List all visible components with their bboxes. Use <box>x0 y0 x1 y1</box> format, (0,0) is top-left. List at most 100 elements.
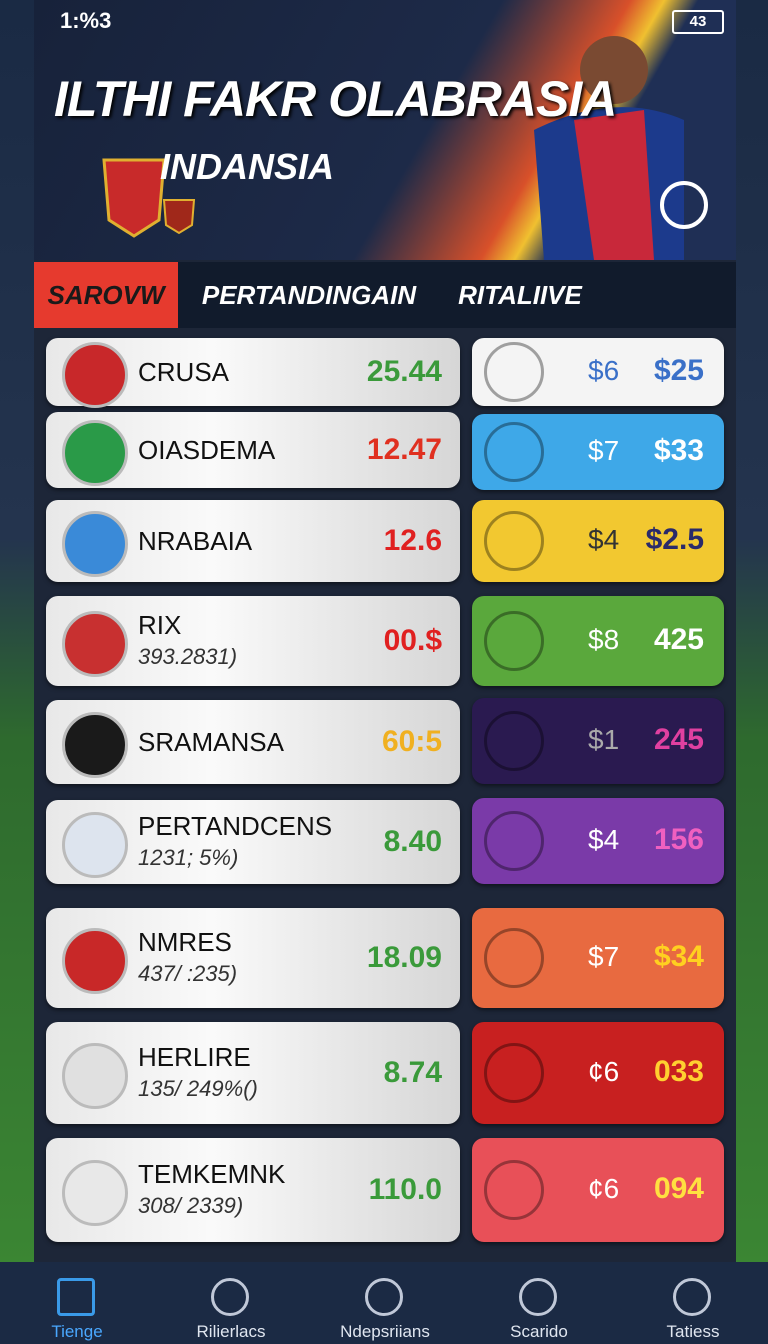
nav-icon <box>519 1278 557 1316</box>
hero-banner <box>34 0 736 260</box>
card-icon <box>484 1043 544 1103</box>
card-right-value: $34 <box>653 940 704 973</box>
row-value: 8.40 <box>383 825 442 858</box>
row-detail: 437/ :235) <box>138 961 238 986</box>
card-right-value: 425 <box>653 623 704 656</box>
battery: 43 <box>672 10 724 34</box>
row-name: PERTANDCENS <box>138 811 333 841</box>
card-icon <box>484 811 544 871</box>
row-name: NRABAIA <box>138 526 253 556</box>
search-icon[interactable] <box>660 181 708 229</box>
list-row[interactable]: TEMKEMNK 308/ 2339) 110.0 <box>46 1138 460 1242</box>
row-name: HERLIRE <box>138 1042 251 1072</box>
nav-item[interactable]: Tatiess <box>616 1262 768 1344</box>
card-left-value: $6 <box>588 355 620 386</box>
team-icon <box>62 420 128 486</box>
status-time: 1:%3 <box>60 8 112 33</box>
row-value: 60:5 <box>381 725 442 758</box>
price-card[interactable]: $1 245 <box>472 698 724 784</box>
player-head <box>580 36 648 104</box>
nav-icon <box>57 1278 95 1316</box>
team-icon <box>62 342 128 408</box>
price-card[interactable]: $8 425 <box>472 596 724 686</box>
row-name: NMRES <box>138 927 232 957</box>
row-value: 00.$ <box>383 624 442 657</box>
list-row[interactable]: PERTANDCENS 1231; 5%) 8.40 <box>46 800 460 884</box>
small-crest <box>162 199 196 235</box>
nav-label: Tatiess <box>666 1322 720 1341</box>
list-row[interactable]: HERLIRE 135/ 249%() 8.74 <box>46 1022 460 1124</box>
price-card[interactable]: ¢6 033 <box>472 1022 724 1124</box>
team-icon <box>62 928 128 994</box>
card-right-value: $33 <box>653 434 704 467</box>
card-right-value: 245 <box>653 723 704 756</box>
nav-item[interactable]: Ndepsriians <box>308 1262 462 1344</box>
header-subtitle: INDANSIA <box>160 146 335 187</box>
nav-label: Scarido <box>510 1322 568 1341</box>
club-crest <box>102 158 166 238</box>
row-value: 110.0 <box>368 1173 442 1206</box>
list-row[interactable]: OIASDEMA 12.47 <box>46 412 460 488</box>
price-card[interactable]: $4 $2.5 <box>472 500 724 582</box>
nav-label: Tienge <box>51 1322 103 1341</box>
active-tab-bg <box>34 262 178 328</box>
card-left-value: $7 <box>588 941 620 972</box>
team-icon <box>62 611 128 677</box>
price-card[interactable]: $4 156 <box>472 798 724 884</box>
row-detail: 308/ 2339) <box>138 1193 244 1218</box>
header-title: ILTHI FAKR OLABRASIA <box>54 71 617 127</box>
card-icon <box>484 928 544 988</box>
list-row[interactable]: NMRES 437/ :235) 18.09 <box>46 908 460 1008</box>
card-icon <box>484 511 544 571</box>
card-right-value: $25 <box>653 354 704 387</box>
card-right-value: $2.5 <box>645 523 704 556</box>
card-right-value: 033 <box>653 1055 704 1088</box>
row-name: OIASDEMA <box>138 435 276 465</box>
team-icon <box>62 511 128 577</box>
nav-icon <box>673 1278 711 1316</box>
list-row[interactable]: SRAMANSA 60:5 <box>46 700 460 784</box>
hero-art <box>102 36 708 260</box>
list-row[interactable]: RIX 393.2831) 00.$ <box>46 596 460 686</box>
team-icon <box>62 1043 128 1109</box>
nav-item[interactable]: Scarido <box>462 1262 616 1344</box>
price-card[interactable]: $7 $34 <box>472 908 724 1008</box>
row-detail: 1231; 5%) <box>138 845 239 870</box>
card-left-value: $8 <box>588 624 620 655</box>
card-left-value: $4 <box>588 524 620 555</box>
list-row[interactable]: CRUSA 25.44 <box>46 338 460 408</box>
nav-icon <box>365 1278 403 1316</box>
price-card[interactable]: $6 $25 <box>472 338 724 406</box>
tab[interactable]: RITALIIVE <box>458 280 582 310</box>
row-value: 12.6 <box>383 524 442 557</box>
team-icon <box>62 1160 128 1226</box>
team-icon <box>62 712 128 778</box>
tab[interactable]: PERTANDINGAIN <box>201 280 417 310</box>
price-card[interactable]: $7 $33 <box>472 414 724 490</box>
row-name: TEMKEMNK <box>138 1159 286 1189</box>
card-right-value: 094 <box>653 1172 704 1205</box>
row-value: 8.74 <box>383 1056 442 1089</box>
row-detail: 135/ 249%() <box>138 1076 258 1101</box>
nav-item[interactable]: Tienge <box>0 1262 154 1344</box>
card-left-value: $7 <box>588 435 620 466</box>
card-left-value: $1 <box>588 724 620 755</box>
card-icon <box>484 342 544 402</box>
tab[interactable]: SAROVW <box>47 280 165 310</box>
card-left-value: $4 <box>588 824 620 855</box>
nav-icon <box>211 1278 249 1316</box>
card-icon <box>484 611 544 671</box>
row-name: SRAMANSA <box>138 727 284 757</box>
row-value: 25.44 <box>366 355 442 388</box>
card-right-value: 156 <box>653 823 704 856</box>
team-icon <box>62 812 128 878</box>
row-name: CRUSA <box>138 357 230 387</box>
nav-item[interactable]: Rilierlacs <box>154 1262 308 1344</box>
shirt-stripe <box>574 110 654 260</box>
list-row[interactable]: NRABAIA 12.6 <box>46 500 460 582</box>
row-value: 18.09 <box>366 941 442 974</box>
card-left-value: ¢6 <box>588 1173 620 1204</box>
price-card[interactable]: ¢6 094 <box>472 1138 724 1242</box>
nav-label: Ndepsriians <box>340 1322 430 1341</box>
